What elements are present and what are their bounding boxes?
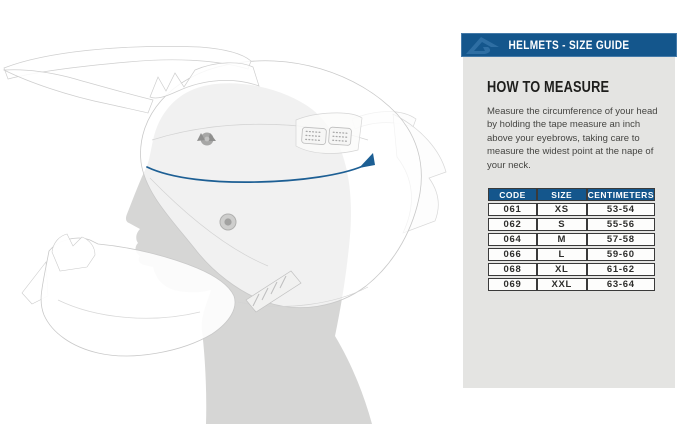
- visor-peak: [2, 46, 260, 114]
- centimeters-cell: 53-54: [586, 203, 655, 217]
- how-to-measure-copy: Measure the circumference of your head b…: [487, 106, 658, 171]
- code-cell: 066: [488, 248, 537, 262]
- measuring-tape-line: [146, 153, 375, 183]
- size-table: CODE SIZE CENTIMETERS 061 XS 53-54 062 S…: [488, 186, 655, 293]
- table-row: 069 XXL 63-64: [488, 278, 655, 292]
- size-guide-title: HELMETS - SIZE GUIDE: [508, 38, 630, 52]
- helmet-logo-emblem: [197, 132, 216, 146]
- code-cell: 064: [488, 233, 537, 247]
- vent-grid: [301, 126, 352, 146]
- code-cell: 061: [488, 203, 537, 217]
- size-table-body: 061 XS 53-54 062 S 55-56 064 M 57-58 066…: [488, 203, 655, 292]
- size-table-head: CODE SIZE CENTIMETERS: [488, 188, 655, 202]
- size-cell: XXL: [536, 278, 587, 292]
- column-header-size: SIZE: [536, 188, 587, 202]
- centimeters-cell: 55-56: [586, 218, 655, 232]
- visor-pivot-button: [219, 213, 237, 231]
- table-row: 068 XL 61-62: [488, 263, 655, 277]
- table-row: 066 L 59-60: [488, 248, 655, 262]
- centimeters-cell: 61-62: [586, 263, 655, 277]
- table-row: 061 XS 53-54: [488, 203, 655, 217]
- size-cell: S: [536, 218, 587, 232]
- size-cell: L: [536, 248, 587, 262]
- size-guide-bar: HELMETS - SIZE GUIDE: [461, 33, 677, 57]
- measuring-arrow-icon: [359, 153, 375, 168]
- how-to-measure-title: HOW TO MEASURE: [487, 79, 610, 96]
- centimeters-cell: 63-64: [586, 278, 655, 292]
- centimeters-cell: 57-58: [586, 233, 655, 247]
- cheek-vent: [245, 270, 302, 313]
- size-cell: M: [536, 233, 587, 247]
- code-cell: 069: [488, 278, 537, 292]
- code-cell: 062: [488, 218, 537, 232]
- size-cell: XS: [536, 203, 587, 217]
- column-header-centimeters: CENTIMETERS: [586, 188, 655, 202]
- centimeters-cell: 59-60: [586, 248, 655, 262]
- chin-guard: [21, 233, 236, 357]
- table-row: 062 S 55-56: [488, 218, 655, 232]
- how-to-measure-panel: HOW TO MEASURE Measure the circumference…: [463, 57, 675, 388]
- column-header-code: CODE: [488, 188, 537, 202]
- header-row: CODE SIZE CENTIMETERS: [488, 188, 655, 202]
- table-row: 064 M 57-58: [488, 233, 655, 247]
- size-cell: XL: [536, 263, 587, 277]
- acerbis-logo-icon: [466, 37, 499, 54]
- code-cell: 068: [488, 263, 537, 277]
- helmet-illustration: [2, 46, 447, 424]
